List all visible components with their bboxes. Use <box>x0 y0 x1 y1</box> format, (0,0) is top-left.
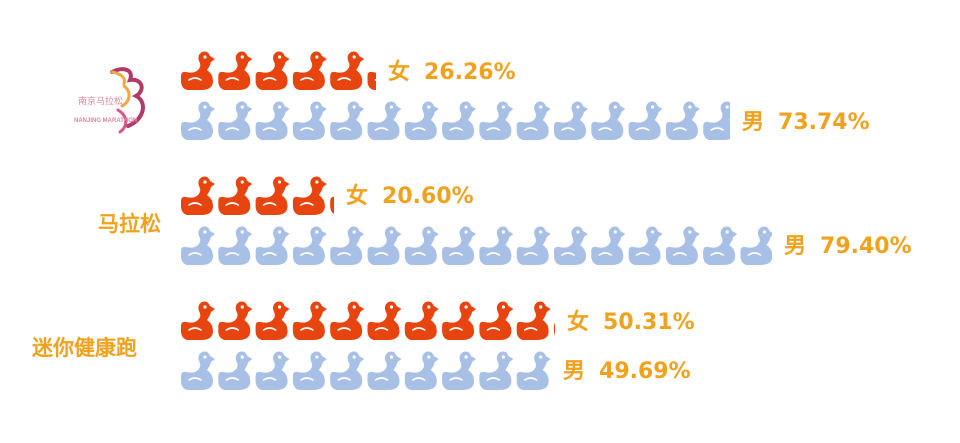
duck-icon <box>442 101 477 140</box>
svg-text:NANJING MARATHON: NANJING MARATHON <box>74 118 137 124</box>
duck-icon <box>181 351 215 390</box>
duck-icon <box>218 51 253 90</box>
duck-icon <box>516 101 551 140</box>
duck-icon <box>591 101 626 140</box>
value-label-male-marathon: 男 79.40% <box>784 236 912 258</box>
duck-icon <box>479 226 514 265</box>
duck-icon <box>516 301 551 340</box>
value-text: 26.26% <box>424 60 516 85</box>
series-name-male: 男 <box>742 110 765 135</box>
duck-icon <box>367 301 402 340</box>
duck-icon <box>181 51 215 90</box>
duck-icon <box>255 51 290 90</box>
duck-icon <box>628 101 663 140</box>
value-text: 79.40% <box>820 234 912 259</box>
bar-female-mini-health-run <box>181 301 555 340</box>
duck-icon <box>292 101 327 140</box>
duck-icon <box>516 351 551 390</box>
duck-icon <box>181 226 215 265</box>
value-text: 50.31% <box>603 310 695 335</box>
bar-male-mini-health-run <box>181 351 551 390</box>
value-label-female-mini-health-run: 女 50.31% <box>567 312 695 334</box>
value-text: 49.69% <box>599 359 691 384</box>
duck-icon <box>591 226 626 265</box>
series-name-male: 男 <box>563 359 586 384</box>
value-label-female-marathon: 女 20.60% <box>346 186 474 208</box>
duck-icon <box>292 176 327 215</box>
duck-icon <box>330 101 365 140</box>
duck-icon <box>218 226 253 265</box>
duck-icon <box>292 226 327 265</box>
duck-icon <box>665 226 700 265</box>
series-name-male: 男 <box>784 234 807 259</box>
duck-icon <box>740 226 772 265</box>
duck-icon <box>218 176 253 215</box>
duck-icon <box>442 351 477 390</box>
duck-icon <box>703 101 730 140</box>
bar-female-marathon <box>181 176 334 215</box>
duck-icon <box>255 226 290 265</box>
duck-icon <box>479 101 514 140</box>
duck-icon <box>367 351 402 390</box>
duck-icon <box>404 301 439 340</box>
svg-text:南京马拉松: 南京马拉松 <box>78 95 123 107</box>
bar-female-nanjing-marathon <box>181 51 376 90</box>
duck-icon <box>218 101 253 140</box>
value-label-male-mini-health-run: 男 49.69% <box>563 361 691 383</box>
duck-icon <box>628 226 663 265</box>
value-label-female-nanjing-marathon: 女 26.26% <box>388 62 516 84</box>
duck-icon <box>330 351 365 390</box>
duck-icon <box>255 176 290 215</box>
bar-male-nanjing-marathon <box>181 101 730 140</box>
duck-icon <box>181 176 215 215</box>
duck-icon <box>479 301 514 340</box>
duck-icon <box>218 301 253 340</box>
value-label-male-nanjing-marathon: 男 73.74% <box>742 112 870 134</box>
duck-icon <box>181 101 215 140</box>
duck-icon <box>404 351 439 390</box>
duck-icon <box>330 301 365 340</box>
duck-icon <box>554 101 588 140</box>
duck-icon <box>703 226 738 265</box>
value-text: 20.60% <box>382 184 474 209</box>
duck-icon <box>367 101 402 140</box>
duck-icon <box>292 51 327 90</box>
duck-icon <box>554 322 555 336</box>
duck-icon <box>367 71 376 90</box>
duck-icon <box>330 51 365 90</box>
series-name-female: 女 <box>346 184 369 209</box>
category-label-marathon: 马拉松 <box>98 212 161 236</box>
category-label-mini-health-run: 迷你健康跑 <box>32 336 137 360</box>
duck-icon <box>516 226 551 265</box>
nanjing-marathon-logo: 南京马拉松 NANJING MARATHON <box>74 67 145 134</box>
duck-icon <box>255 351 290 390</box>
duck-icon <box>442 226 477 265</box>
duck-icon <box>554 226 588 265</box>
duck-icon <box>218 351 253 390</box>
duck-icon <box>665 101 700 140</box>
duck-icon <box>404 101 439 140</box>
duck-icon <box>367 226 402 265</box>
value-text: 73.74% <box>778 110 870 135</box>
series-name-female: 女 <box>567 310 590 335</box>
bar-male-marathon <box>181 226 772 265</box>
series-name-female: 女 <box>388 60 411 85</box>
duck-icon <box>404 226 439 265</box>
duck-icon <box>255 101 290 140</box>
duck-icon <box>255 301 290 340</box>
duck-icon <box>442 301 477 340</box>
duck-icon <box>330 226 365 265</box>
duck-icon <box>181 301 215 340</box>
duck-icon <box>292 351 327 390</box>
duck-icon <box>479 351 514 390</box>
duck-icon <box>292 301 327 340</box>
duck-icon <box>330 196 334 214</box>
